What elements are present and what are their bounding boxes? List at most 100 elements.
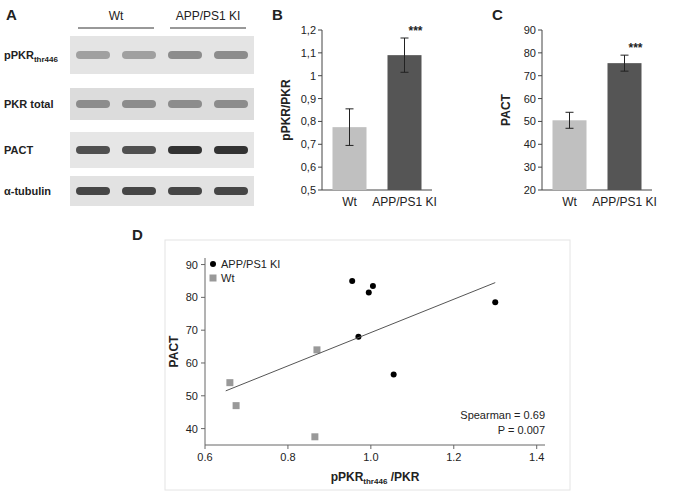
y-tick [201,297,205,298]
x-tick-label: APP/PS1 KI [372,195,437,209]
y-tick [318,98,322,99]
blot-band [122,146,156,154]
y-tick [318,167,322,168]
y-tick [318,144,322,145]
panel-letter: C [492,6,503,23]
x-axis-label-part: /PKR [387,470,419,484]
blot-strip [70,132,254,168]
lane-group-label: Wt [109,9,124,23]
blot-band [214,187,248,195]
y-tick [538,190,542,191]
bar [388,55,422,190]
plot-marks [226,278,499,440]
y-tick-label: 70 [186,324,198,336]
y-tick [538,30,542,31]
blot-strip [70,36,254,74]
y-tick-label: 0,6 [301,161,316,173]
y-tick [318,190,322,191]
error-stem [569,112,570,128]
y-tick [538,75,542,76]
y-tick [201,428,205,429]
x-tick [453,445,454,449]
y-tick [318,52,322,53]
x-axis [205,445,545,446]
trend-line [226,283,496,391]
group-underline [78,28,154,29]
row-label: PKR total [4,98,54,110]
point [366,289,372,295]
y-tick-label: 90 [524,24,536,36]
blot-band [76,146,110,154]
significance: *** [629,41,643,55]
y-axis-label: PACT [499,93,513,125]
y-tick [318,121,322,122]
y-tick-label: 0,5 [301,184,316,196]
blot-strip [70,88,254,120]
x-tick [205,445,206,449]
figure: AWtAPP/PS1 KIpPKRthr446PKR totalPACTα-tu… [0,0,683,499]
x-tick-label: 1.2 [446,451,461,463]
lane-group-label: APP/PS1 KI [176,9,241,23]
y-tick [201,264,205,265]
y-tick-label: 1,2 [301,24,316,36]
y-tick-label: 60 [524,93,536,105]
x-tick-label: 0.6 [197,451,212,463]
y-tick-label: 30 [524,161,536,173]
point [349,278,355,284]
error-stem [624,55,625,71]
blot-band [214,146,248,154]
bar [553,120,587,190]
row-label: α-tubulin [4,185,51,197]
y-tick-label: 0,8 [301,115,316,127]
x-axis-label-part: pPKR [331,470,364,484]
blot-band [168,51,202,59]
y-tick-label: 50 [186,390,198,402]
blot-band [214,51,248,59]
point [370,283,376,289]
blot-strip [70,176,254,206]
error-stem [349,109,350,146]
row-label-subscript: thr446 [34,55,59,64]
plot-marks [553,55,642,190]
error-stem [404,38,405,72]
blot-band [122,100,156,108]
error-cap [621,71,629,72]
y-tick-label: 1 [310,70,316,82]
y-tick-label: 80 [186,291,198,303]
x-tick [287,445,288,449]
error-cap [346,108,354,109]
error-cap [401,38,409,39]
panel-letter: A [6,6,17,23]
y-tick-label: 0,7 [301,138,316,150]
y-axis-label: pPKR/PKR [279,79,293,141]
legend-label: APP/PS1 KI [221,258,280,270]
y-tick-label: 90 [186,259,198,271]
x-tick [370,445,371,449]
y-tick [201,330,205,331]
x-tick-label: Wt [562,195,577,209]
y-axis [542,30,543,190]
y-tick [538,121,542,122]
x-tick [536,445,537,449]
y-tick [201,395,205,396]
error-cap [566,128,574,129]
annotation: P = 0.007 [498,424,545,436]
row-label: pPKRthr446 [4,49,59,64]
y-tick-label: 40 [186,423,198,435]
y-tick-label: 1,1 [301,47,316,59]
panel-letter: B [272,6,283,23]
legend-label: Wt [221,272,234,284]
error-cap [401,72,409,73]
annotation: Spearman = 0.69 [460,409,545,421]
bar [608,63,642,190]
y-axis [205,258,206,445]
error-cap [346,145,354,146]
y-tick [318,30,322,31]
blot-band [168,100,202,108]
legend-marker [210,261,216,267]
row-label: PACT [4,144,33,156]
significance: *** [409,24,423,38]
x-axis-label-part: thr446 [363,477,388,486]
y-tick-label: 50 [524,115,536,127]
point [233,402,240,409]
